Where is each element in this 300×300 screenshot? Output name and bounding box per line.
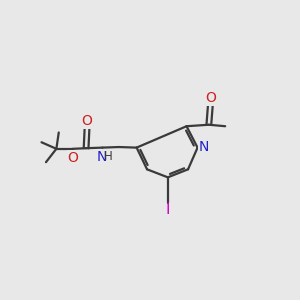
Text: O: O — [206, 91, 216, 105]
Text: N: N — [97, 149, 107, 164]
Text: N: N — [198, 140, 209, 154]
Text: O: O — [81, 115, 92, 128]
Text: H: H — [103, 150, 112, 163]
Text: I: I — [166, 202, 170, 217]
Text: O: O — [67, 151, 78, 165]
